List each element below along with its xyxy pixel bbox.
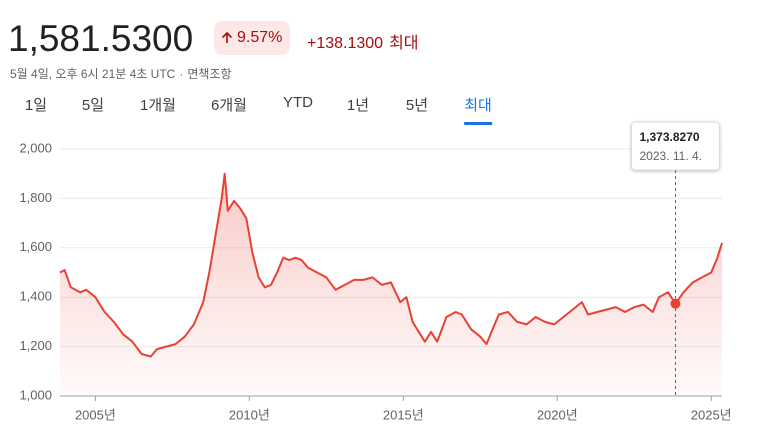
y-tick-label: 1,600 <box>19 239 52 254</box>
range-tab[interactable]: 1개월 <box>140 97 176 114</box>
x-tick-label: 2015년 <box>383 407 424 422</box>
change-range: 최대 <box>389 35 419 52</box>
tooltip: 1,373.8270 2023. 11. 4. <box>631 121 721 171</box>
y-tick-label: 2,000 <box>19 140 52 155</box>
x-tick-label: 2010년 <box>229 407 270 422</box>
range-tab[interactable]: YTD <box>283 94 313 111</box>
range-tab[interactable]: 최대 <box>464 94 492 125</box>
tooltip-value: 1,373.8270 <box>640 130 700 144</box>
disclaimer-link[interactable]: 면책조항 <box>187 67 232 81</box>
change: +138.1300 최대 <box>307 29 419 53</box>
price: 1,581.5300 <box>8 18 194 59</box>
range-tab[interactable]: 5일 <box>81 97 105 114</box>
change-amount: +138.1300 <box>307 35 384 52</box>
range-tab[interactable]: 1일 <box>24 97 48 114</box>
up-arrow-icon <box>221 31 233 43</box>
timestamp: 5월 4일, 오후 6시 21분 4초 UTC <box>10 67 176 81</box>
range-tab[interactable]: 1년 <box>346 97 370 114</box>
change-percent: 9.57% <box>237 29 283 46</box>
price-line <box>59 172 723 358</box>
hover-point <box>670 298 681 309</box>
y-tick-label: 1,400 <box>19 289 52 304</box>
x-tick-label: 2020년 <box>537 407 578 422</box>
range-tab[interactable]: 5년 <box>405 97 429 114</box>
tooltip-date: 2023. 11. 4. <box>640 149 703 163</box>
y-tick-label: 1,800 <box>19 190 52 205</box>
change-badge: 9.57% <box>214 21 291 55</box>
y-tick-label: 1,000 <box>19 387 52 402</box>
x-tick-label: 2005년 <box>75 407 116 422</box>
subtitle: 5월 4일, 오후 6시 21분 4초 UTC 면책조항 <box>10 65 232 82</box>
tooltip-box <box>631 121 721 171</box>
range-tab[interactable]: 6개월 <box>211 97 247 114</box>
y-tick-label: 1,200 <box>19 338 52 353</box>
area-fill <box>60 173 722 396</box>
x-tick-label: 2025년 <box>691 407 732 422</box>
